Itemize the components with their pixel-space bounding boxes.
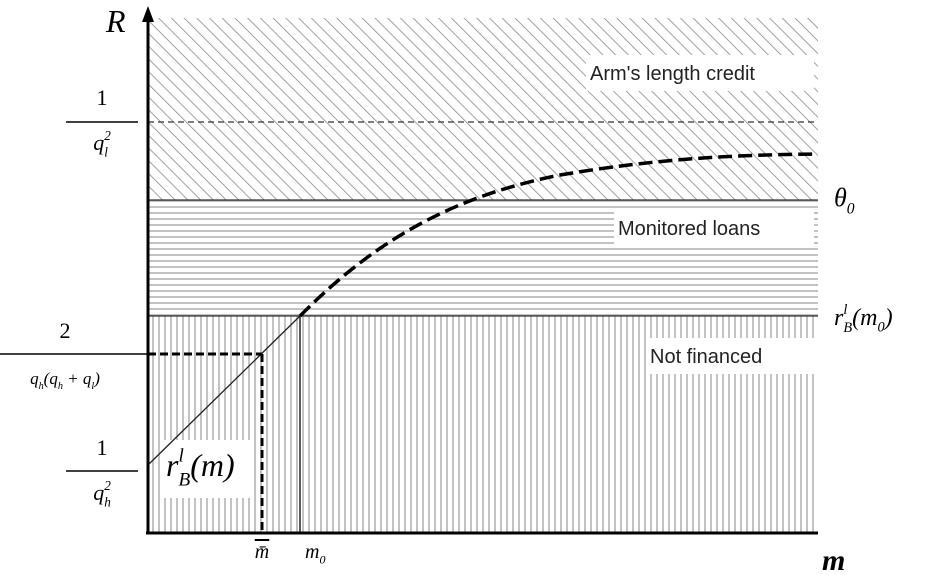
curve <box>298 152 819 318</box>
label-bg <box>586 55 814 91</box>
math-part: q <box>93 130 104 155</box>
math-part: (m <box>852 305 877 331</box>
label-bg <box>162 440 254 498</box>
math-label: rl B(m) <box>166 446 235 491</box>
math-label: θ0 <box>834 183 855 217</box>
math-label: q2 h <box>93 478 111 510</box>
numerator: 1 <box>97 435 108 460</box>
math-part: θ <box>834 183 847 212</box>
math-sup: l <box>178 446 183 467</box>
label-bg <box>646 338 814 374</box>
math-sub: B <box>178 470 190 491</box>
math-sup: 2 <box>104 478 111 493</box>
x-axis-label: m <box>822 544 845 575</box>
math-part: m <box>305 541 319 563</box>
math-part: q <box>30 369 39 388</box>
math-sub: h <box>58 381 63 392</box>
math-sub: h <box>39 381 44 392</box>
math-sub: l <box>104 145 108 160</box>
region-label: Not financed <box>650 346 762 368</box>
x-label: m̄ <box>255 541 269 563</box>
y-arrow <box>142 6 154 22</box>
math-label: m0 <box>305 541 325 567</box>
math-part: r <box>834 305 844 331</box>
math-part: q <box>93 480 104 505</box>
math-part: r <box>166 447 179 483</box>
math-sub: h <box>104 495 111 510</box>
math-part: ) <box>93 369 100 388</box>
math-sub: 0 <box>877 320 885 336</box>
label-bg <box>614 210 814 246</box>
math-part: ) <box>883 305 893 331</box>
math-sub: 0 <box>319 553 325 567</box>
math-label: qh(qh + ql) <box>30 369 100 392</box>
math-sub: B <box>843 320 852 336</box>
math-sup: l <box>843 302 847 318</box>
math-sub: l <box>91 381 94 392</box>
y-axis-label: R <box>105 3 126 39</box>
math-part: (m) <box>190 447 234 483</box>
math-part: + q <box>63 369 92 388</box>
math-label: q2 l <box>93 128 111 160</box>
math-part: (q <box>44 369 59 388</box>
region-label: Arm's length credit <box>590 63 755 85</box>
numerator: 2 <box>60 318 71 343</box>
numerator: 1 <box>97 85 108 110</box>
region-arms-length <box>148 18 818 200</box>
rb-line <box>147 315 301 466</box>
math-sub: 0 <box>847 200 855 217</box>
math-label: rl B(m0) <box>834 302 893 336</box>
region-label: Monitored loans <box>618 218 760 240</box>
math-sup: 2 <box>104 128 111 143</box>
